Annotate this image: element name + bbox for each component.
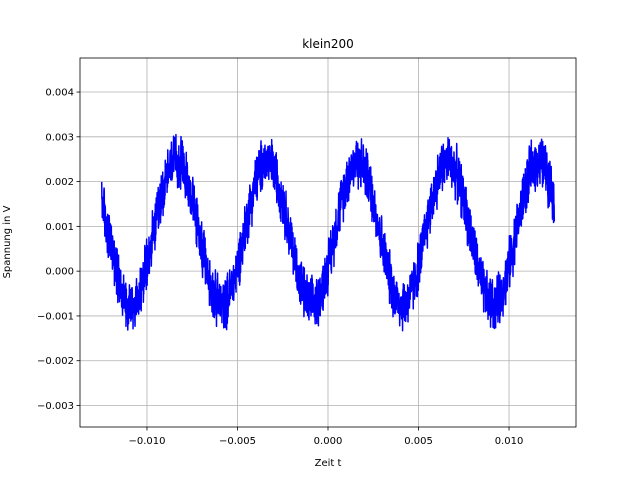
y-axis-label: Spannung in V xyxy=(2,205,13,278)
y-tick-label: −0.001 xyxy=(37,311,74,322)
y-tick-label: −0.002 xyxy=(37,356,74,367)
x-tick-label: 0.005 xyxy=(404,436,433,447)
y-tick-label: 0.001 xyxy=(45,222,74,233)
y-tick-label: 0.003 xyxy=(45,132,74,143)
series-line xyxy=(100,133,556,332)
plot-series xyxy=(100,133,556,332)
y-tick-label: −0.003 xyxy=(37,401,74,412)
y-tick-label: 0.000 xyxy=(45,267,74,278)
x-ticks: −0.010 −0.005 0.000 0.005 0.010 xyxy=(128,427,523,447)
x-axis-label: Zeit t xyxy=(315,458,342,469)
y-ticks: −0.003 −0.002 −0.001 0.000 0.001 0.002 0.003 0.… xyxy=(37,88,80,412)
y-tick-label: 0.004 xyxy=(45,88,74,99)
y-tick-label: 0.002 xyxy=(45,177,74,188)
x-tick-label: −0.010 xyxy=(128,436,165,447)
chart-title: klein200 xyxy=(302,37,354,51)
x-tick-label: 0.000 xyxy=(314,436,343,447)
x-tick-label: 0.010 xyxy=(495,436,524,447)
x-tick-label: −0.005 xyxy=(219,436,256,447)
